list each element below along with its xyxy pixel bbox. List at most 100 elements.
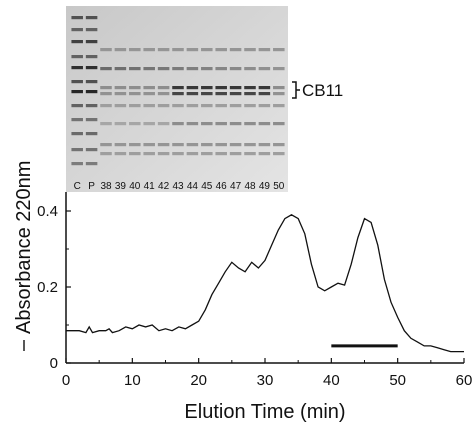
gel-band (258, 143, 271, 147)
gel-band (114, 48, 127, 52)
gel-band (114, 67, 127, 71)
gel-band (114, 152, 127, 156)
gel-band (85, 55, 98, 59)
gel-band (114, 92, 127, 96)
gel-band (100, 122, 112, 126)
y-tick-label: 0.4 (37, 203, 58, 220)
gel-lane-label: 39 (115, 181, 127, 192)
gel-band (85, 28, 98, 32)
gel-band (157, 152, 170, 156)
gel-lane-label: 43 (172, 181, 184, 192)
gel-band (215, 104, 227, 108)
gel-band (215, 67, 227, 71)
gel-lane-label: 49 (259, 181, 271, 192)
gel-band (129, 122, 141, 126)
gel-band (129, 104, 141, 108)
gel-band (244, 92, 256, 96)
y-ticks: 0 0.2 0.4 (37, 203, 71, 372)
gel-band (229, 48, 242, 52)
gel-band (201, 104, 213, 108)
gel-band (71, 16, 83, 20)
gel-band (201, 152, 213, 156)
gel-band (229, 67, 242, 71)
gel-band (100, 67, 112, 71)
gel-band (273, 104, 285, 108)
gel-band (258, 92, 271, 96)
gel-background (66, 6, 288, 192)
gel-bands (71, 16, 285, 166)
gel-band (85, 40, 98, 44)
gel-band (71, 66, 83, 70)
gel-lane-label: 48 (244, 181, 256, 192)
gel-band (215, 86, 227, 90)
gel-band (273, 48, 285, 52)
y-tick-label: 0 (50, 355, 58, 372)
gel-band (273, 152, 285, 156)
gel-lane-label: 42 (158, 181, 170, 192)
gel-band (201, 92, 213, 96)
gel-band (258, 122, 271, 126)
gel-band (215, 92, 227, 96)
gel-band (172, 104, 184, 108)
gel-band (244, 152, 256, 156)
x-tick-label: 0 (62, 372, 70, 389)
gel-band (186, 92, 199, 96)
gel-band (143, 86, 155, 90)
gel-lane-label: 47 (230, 181, 242, 192)
gel-band (172, 152, 184, 156)
gel-band (258, 48, 271, 52)
gel-band (215, 152, 227, 156)
gel-band (244, 67, 256, 71)
gel-lane-label: 44 (187, 181, 199, 192)
gel-lane-label: P (88, 181, 95, 192)
x-tick-label: 40 (323, 372, 340, 389)
gel-band (100, 152, 112, 156)
gel-band (100, 48, 112, 52)
gel-band (143, 48, 155, 52)
gel-band (114, 122, 127, 126)
gel-band (114, 104, 127, 108)
gel-band (85, 80, 98, 84)
gel-lane-label: 50 (273, 181, 285, 192)
gel-lane-label: C (74, 181, 81, 192)
gel-band (186, 86, 199, 90)
gel-lane-label: 41 (144, 181, 156, 192)
cb11-bracket (292, 81, 300, 99)
gel-band (114, 143, 127, 147)
x-tick-label: 50 (389, 372, 406, 389)
gel-band (71, 118, 83, 122)
gel-band (157, 86, 170, 90)
gel-band (201, 67, 213, 71)
gel-band (244, 122, 256, 126)
gel-band (244, 86, 256, 90)
gel-band (85, 118, 98, 122)
gel-band (201, 86, 213, 90)
x-axis-title: Elution Time (min) (184, 401, 345, 423)
gel-band (157, 104, 170, 108)
gel-band (100, 86, 112, 90)
gel-band (273, 143, 285, 147)
gel-band (143, 104, 155, 108)
gel-band (143, 152, 155, 156)
gel-band (71, 55, 83, 59)
gel-band (273, 122, 285, 126)
gel-band (229, 143, 242, 147)
gel-band (172, 67, 184, 71)
y-tick-label: 0.2 (37, 279, 58, 296)
gel-band (143, 92, 155, 96)
gel-band (273, 86, 285, 90)
gel-band (172, 143, 184, 147)
gel-band (201, 122, 213, 126)
gel-band (143, 67, 155, 71)
gel-band (273, 92, 285, 96)
gel-band (85, 132, 98, 136)
gel-lane-label: 40 (129, 181, 141, 192)
gel-band (186, 122, 199, 126)
gel-band (258, 67, 271, 71)
gel-band (129, 143, 141, 147)
gel-band (157, 48, 170, 52)
gel-band (85, 104, 98, 108)
gel-band (85, 162, 98, 166)
gel-band (157, 122, 170, 126)
gel-lane-label: 46 (216, 181, 228, 192)
